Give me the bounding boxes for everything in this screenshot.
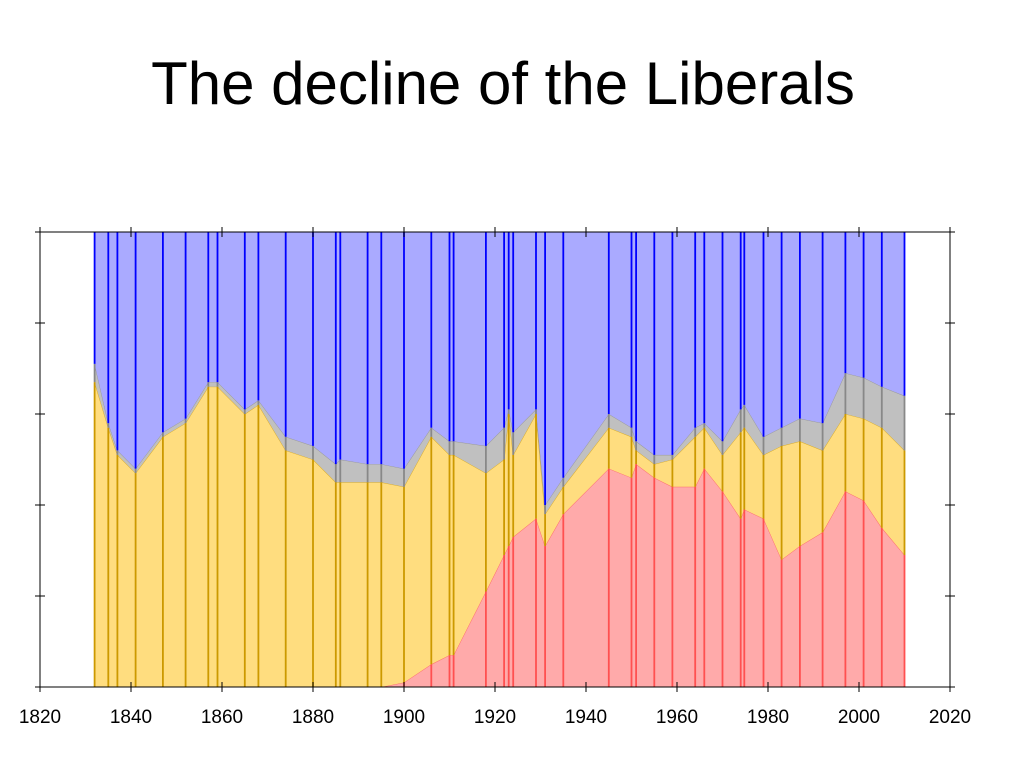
area-series-0	[94, 464, 905, 687]
x-tick-label-1900: 1900	[383, 707, 425, 728]
x-tick-label-2020: 2020	[929, 707, 971, 728]
election-lines	[93, 232, 906, 687]
axis-ticks: 1820 1840 1860 1880 1900 1920 1940 1960 1980 2000…	[19, 227, 971, 728]
slide-title: The decline of the Liberals	[151, 50, 855, 117]
x-tick-label-1820: 1820	[19, 707, 61, 728]
x-tick-label-2000: 2000	[838, 707, 880, 728]
x-tick-label-1940: 1940	[565, 707, 607, 728]
area-series-3	[94, 232, 905, 505]
x-tick-label-1840: 1840	[110, 707, 152, 728]
area-series-2	[94, 363, 905, 515]
area-series-1	[94, 382, 905, 687]
x-tick-label-1980: 1980	[747, 707, 789, 728]
area-layers	[94, 231, 905, 688]
x-tick-label-1960: 1960	[656, 707, 698, 728]
x-tick-label-1860: 1860	[201, 707, 243, 728]
x-tick-label-1880: 1880	[292, 707, 334, 728]
x-tick-label-1920: 1920	[474, 707, 516, 728]
